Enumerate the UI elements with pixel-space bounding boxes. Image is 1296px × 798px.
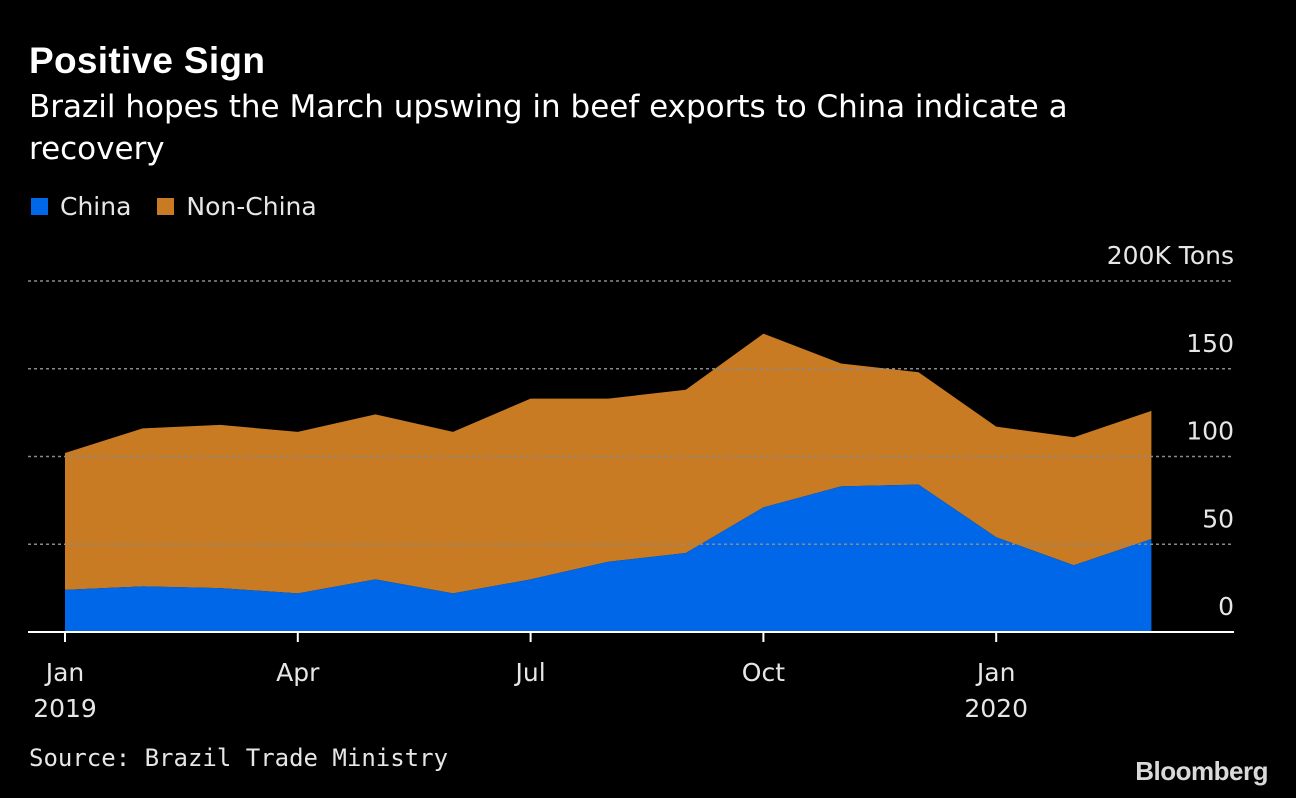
series-area-non-china — [65, 333, 1152, 594]
chart-title: Positive Sign — [29, 40, 266, 81]
y-tick-label: 0 — [1218, 592, 1234, 621]
x-tick-label: Oct — [742, 658, 785, 687]
x-tick-label: Jan — [975, 658, 1016, 687]
y-tick-label: 50 — [1202, 504, 1234, 533]
y-tick-label: 150 — [1186, 329, 1234, 358]
bloomberg-logo: Bloomberg — [1135, 756, 1268, 786]
x-tick-label: Jan — [44, 658, 85, 687]
legend-item-non-china: Non-China — [157, 192, 317, 221]
x-tick-label: Jul — [514, 658, 546, 687]
series-area-china — [65, 484, 1152, 632]
x-tick-year-label: 2020 — [964, 694, 1028, 723]
legend: China Non-China — [31, 192, 343, 221]
x-tick-label: Apr — [276, 658, 320, 687]
legend-label-non-china: Non-China — [186, 192, 317, 221]
legend-swatch-non-china — [157, 198, 175, 215]
source-note: Source: Brazil Trade Ministry — [29, 744, 449, 772]
legend-item-china: China — [31, 192, 131, 221]
y-tick-label: 200K Tons — [1107, 241, 1234, 270]
legend-label-china: China — [60, 192, 132, 221]
chart-subtitle: Brazil hopes the March upswing in beef e… — [29, 89, 1068, 167]
y-tick-label: 100 — [1186, 417, 1234, 446]
x-tick-year-label: 2019 — [33, 694, 97, 723]
legend-swatch-china — [31, 198, 48, 215]
